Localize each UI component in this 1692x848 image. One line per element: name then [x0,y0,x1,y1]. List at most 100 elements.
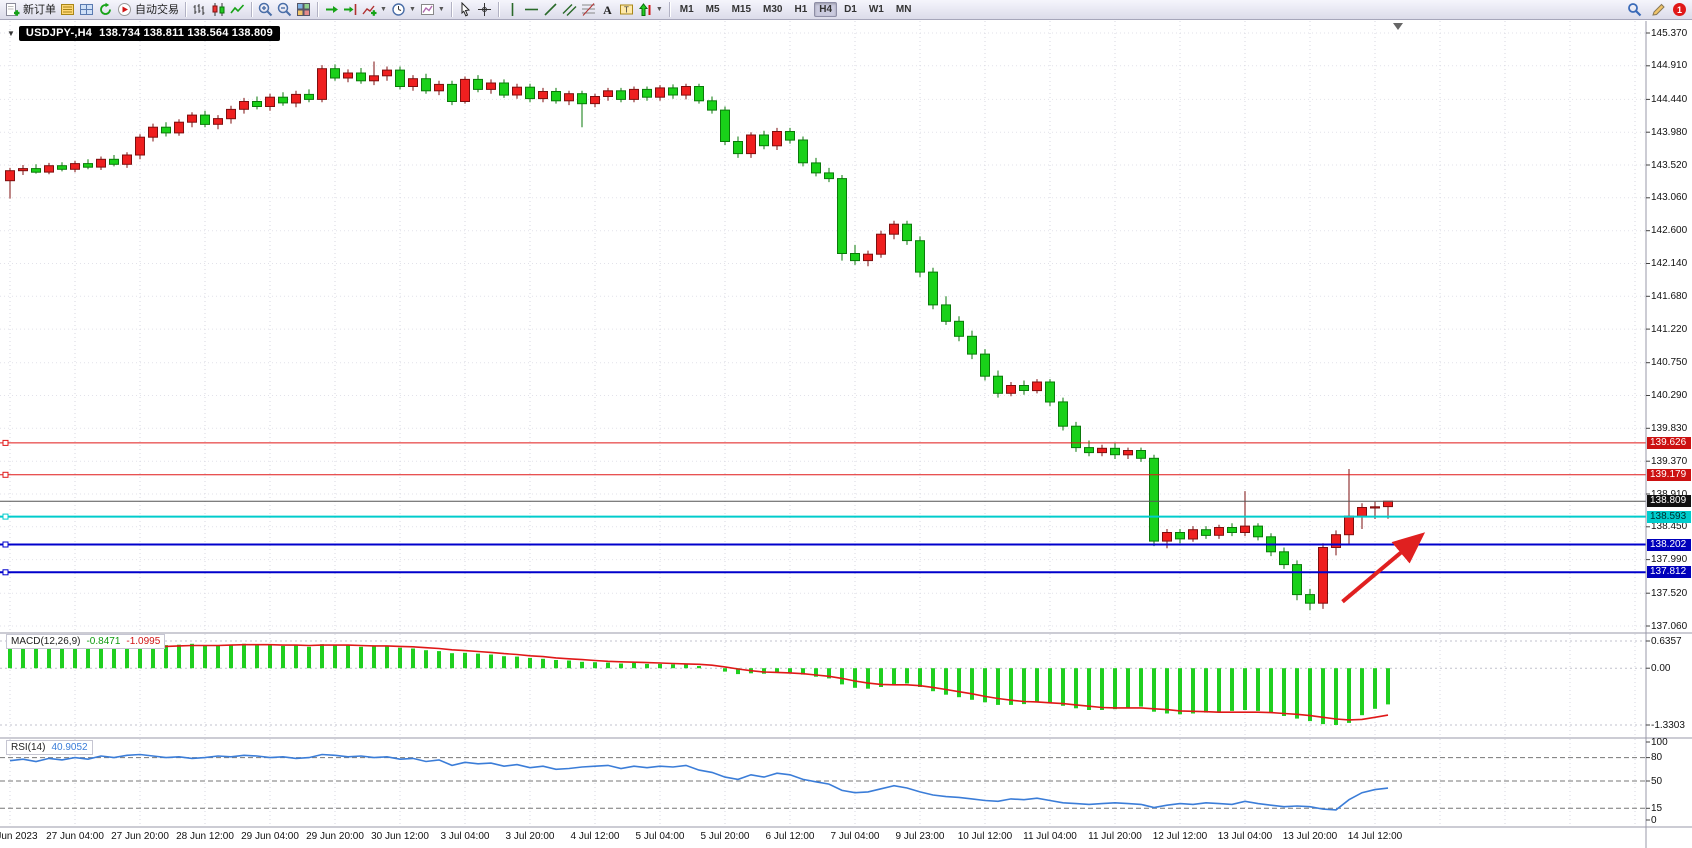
candle [538,87,548,103]
tf-m30-button[interactable]: M30 [763,4,783,15]
zoom-out-icon [277,2,292,17]
equidistant-channel-button[interactable] [560,1,579,19]
candle [408,75,418,91]
candlestick-chart-button[interactable] [209,1,228,19]
chart-shift-marker[interactable] [1393,23,1403,30]
price-axis[interactable] [1647,21,1692,827]
candle [1136,447,1146,462]
chevron-down-icon[interactable]: ▼ [408,6,416,13]
candle [434,80,444,96]
fibonacci-retracement-button[interactable] [579,1,598,19]
toolbar-separator [317,2,318,17]
tf-m1-button[interactable]: M1 [679,4,694,15]
candle [57,162,67,172]
indicators-button[interactable]: ▼ [360,1,389,19]
trendline-button[interactable] [541,1,560,19]
bar-chart-button[interactable] [190,1,209,19]
tf-mn-button[interactable]: MN [895,4,912,15]
tf-m5-button[interactable]: M5 [705,4,720,15]
auto-trading-button[interactable]: 自动交易 [115,1,181,19]
horizontal-line-button[interactable] [522,1,541,19]
market-watch-icon [60,2,75,17]
tf-h4-button[interactable]: H4 [814,2,838,17]
support-line-blue-upper-handle[interactable] [2,541,9,548]
candle [1019,380,1029,395]
tf-m15-button[interactable]: M15 [731,4,752,15]
auto-scroll-button[interactable] [322,1,341,19]
candle [473,75,483,93]
resistance-line-upper-handle[interactable] [2,439,9,446]
candle [395,66,405,90]
search-button[interactable] [1625,1,1644,19]
candle [486,79,496,94]
support-line-cyan-handle[interactable] [2,513,9,520]
line-chart-icon [230,2,245,17]
text-icon: A [600,2,615,17]
one-click-trading-toggle[interactable]: ▼ [7,28,15,38]
crosshair-button[interactable] [475,1,494,19]
toolbar-separator [185,2,186,17]
candle [343,69,353,83]
candle [798,136,808,167]
candle [31,164,41,174]
chevron-down-icon[interactable]: ▼ [380,6,387,13]
text-label-button[interactable]: T [617,1,636,19]
tf-d1-button[interactable]: D1 [844,4,857,15]
support-line-blue-lower-handle[interactable] [2,569,9,576]
arrows-button[interactable]: ▼ [636,1,665,19]
candle [187,112,197,128]
navigator-button[interactable] [96,1,115,19]
chevron-down-icon[interactable]: ▼ [655,6,663,13]
candle [876,230,886,258]
text-label-icon: T [619,2,634,17]
notification-badge[interactable]: 1 [1673,3,1686,16]
tf-w1-button[interactable]: W1 [868,4,884,15]
candle [1045,379,1055,407]
candle [967,330,977,360]
periods-button[interactable]: ▼ [389,1,418,19]
candle [70,160,80,173]
chart-shift-icon [343,2,358,17]
toolbar-separator [668,2,670,17]
auto-trading-icon [117,2,132,17]
pane-separators[interactable] [0,21,1692,848]
vertical-line-button[interactable] [503,1,522,19]
candle [811,157,821,177]
new-order-icon [5,2,20,17]
data-window-button[interactable] [77,1,96,19]
resistance-line-lower-handle[interactable] [2,471,9,478]
candle [746,132,756,158]
edit-button[interactable] [1649,1,1668,19]
annotation-arrow[interactable] [1341,532,1426,604]
new-order-button[interactable]: 新订单 [3,1,58,19]
tile-windows-button[interactable] [294,1,313,19]
rsi-line [9,753,1389,811]
candle [720,106,730,145]
candle [1305,588,1315,611]
candle [109,155,119,167]
macd-signal-line [9,643,1389,721]
candle [18,165,28,175]
equidistant-channel-icon [562,2,577,17]
candle [278,92,288,106]
candle [356,68,366,84]
templates-button[interactable]: ▼ [418,1,447,19]
time-axis[interactable] [0,828,1646,848]
candle [1032,379,1042,394]
chart-shift-button[interactable] [341,1,360,19]
candle [616,87,626,103]
candle [993,370,1003,398]
tf-h1-button[interactable]: H1 [794,4,808,15]
line-chart-button[interactable] [228,1,247,19]
chevron-down-icon[interactable]: ▼ [437,6,445,13]
cursor-button[interactable] [456,1,475,19]
candle [1279,547,1289,569]
candle [850,244,860,265]
market-watch-button[interactable] [58,1,77,19]
zoom-in-button[interactable] [256,1,275,19]
candle [1058,397,1068,431]
zoom-out-button[interactable] [275,1,294,19]
text-button[interactable]: A [598,1,617,19]
